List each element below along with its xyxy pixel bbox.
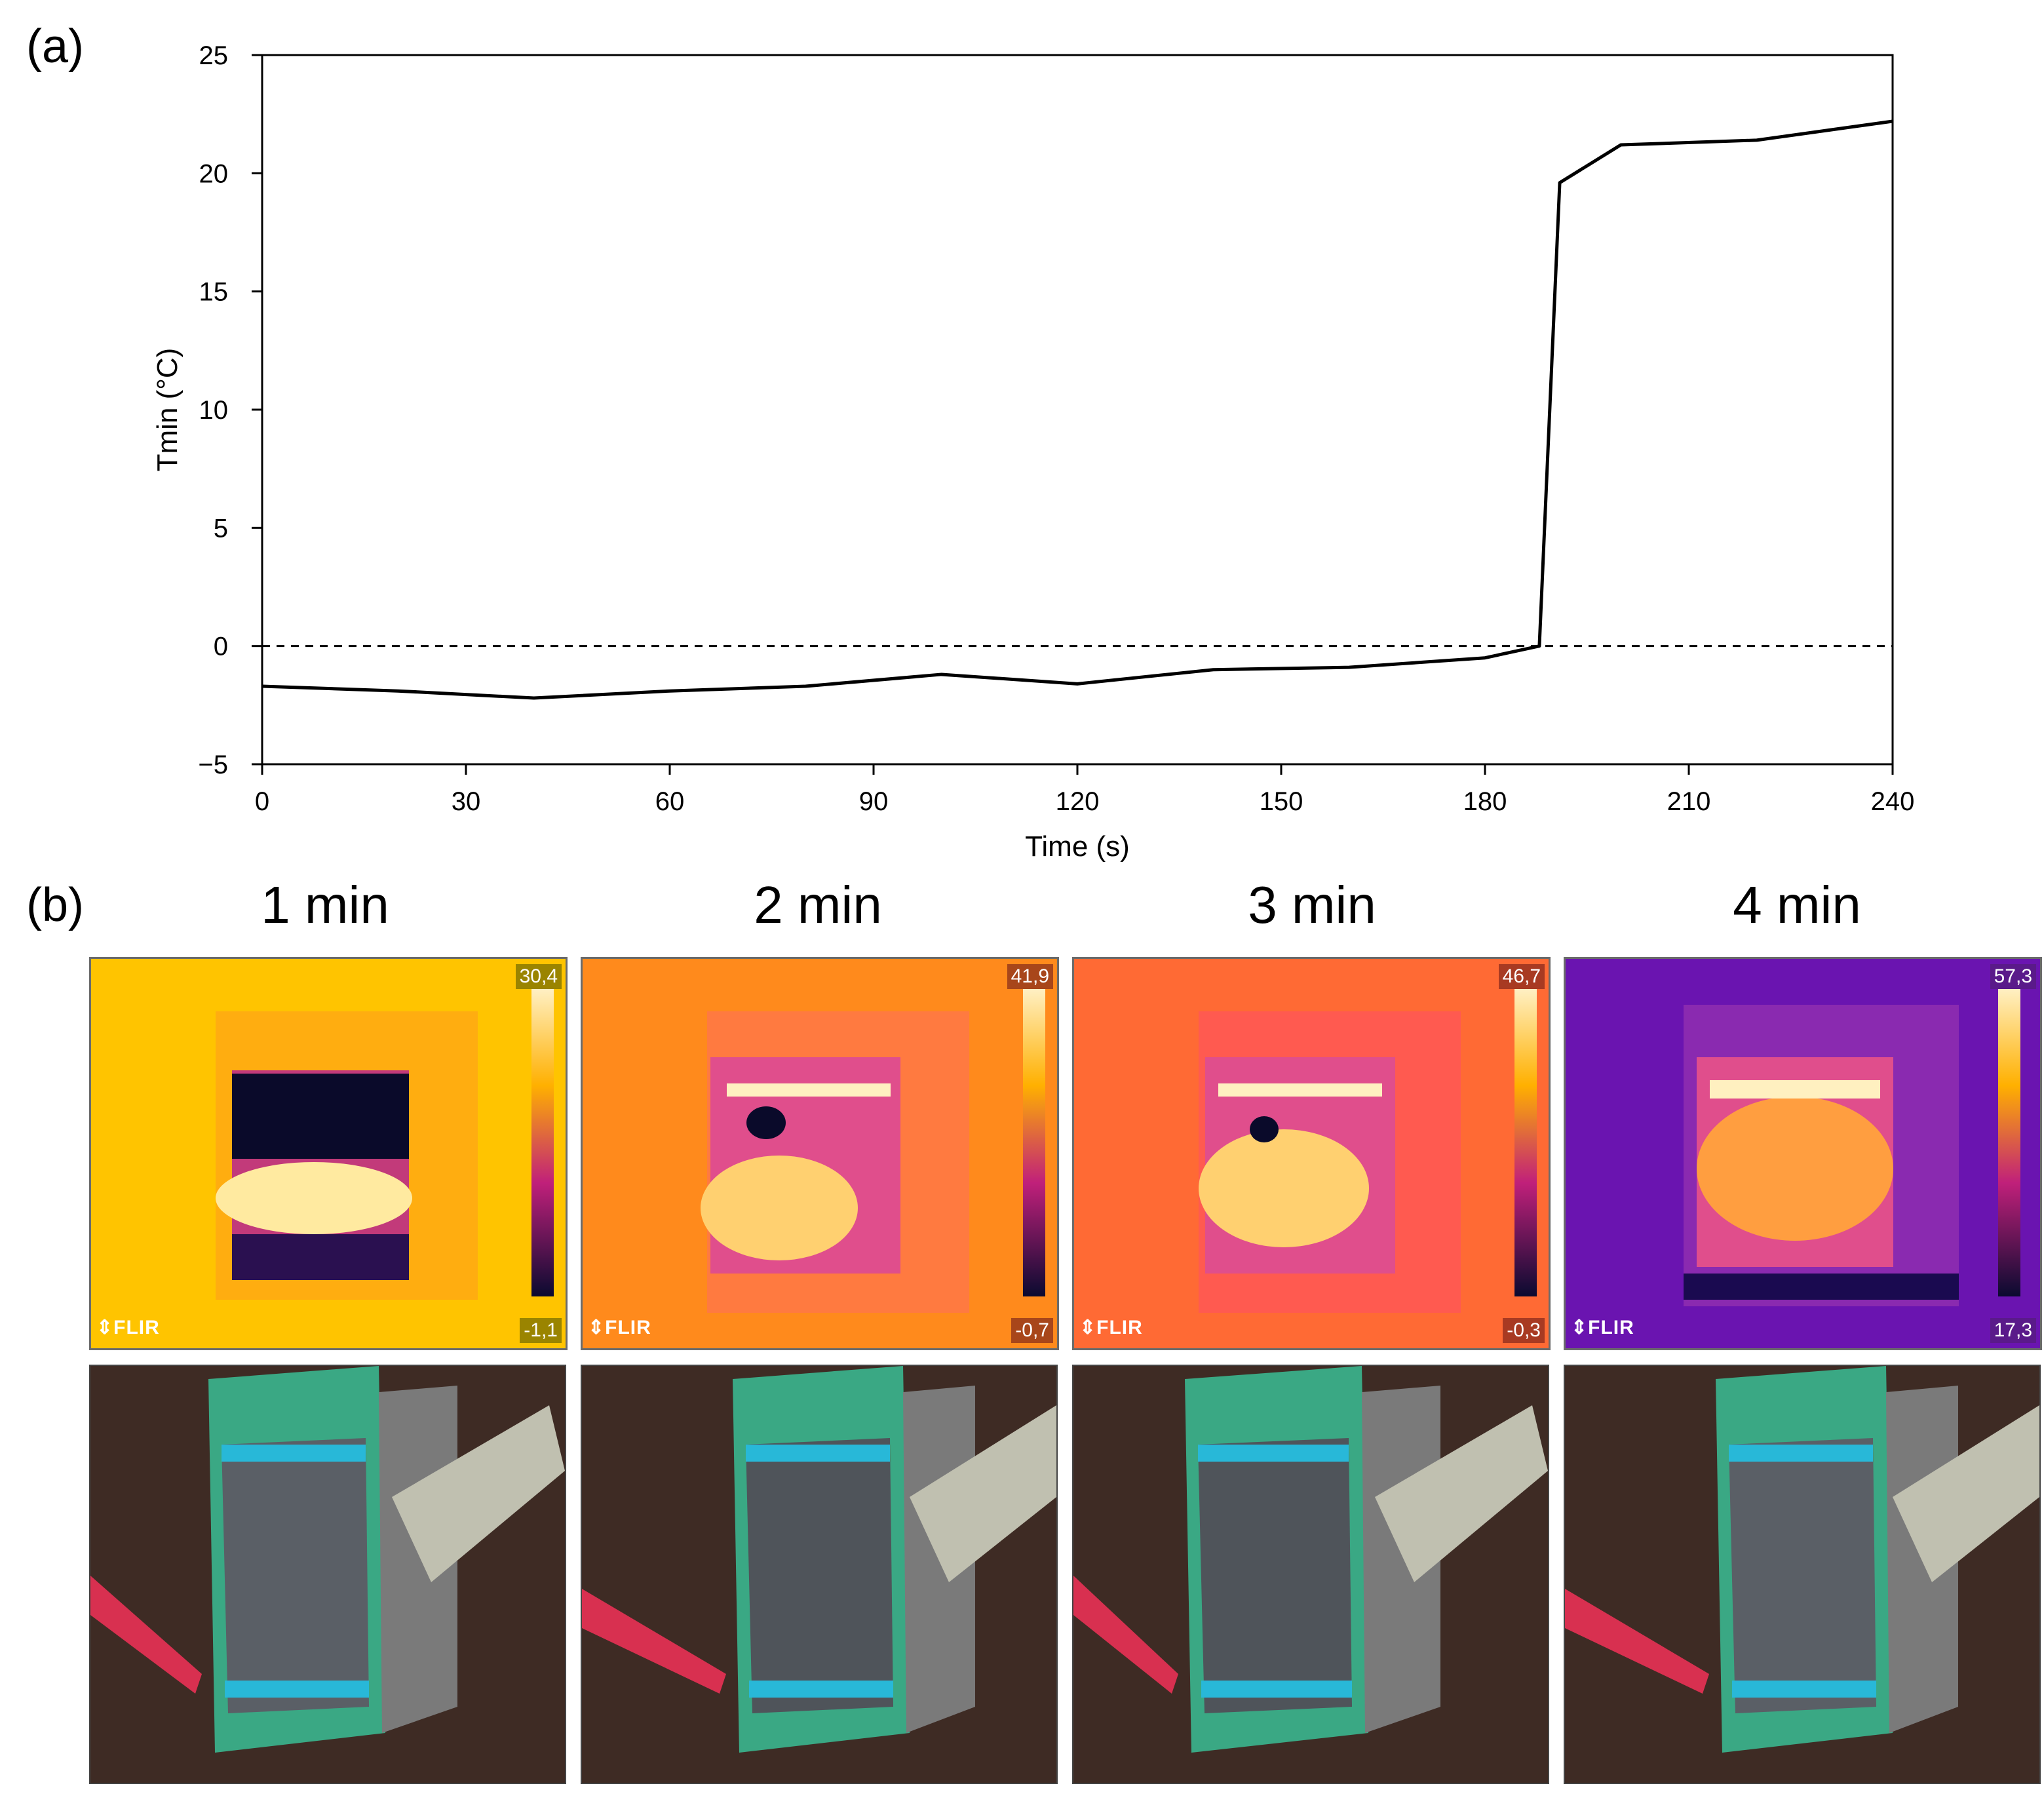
- thermal-scene-2: [701, 972, 1045, 1313]
- thermal-min-2: -0,7: [1011, 1318, 1053, 1343]
- device-photo-1: [89, 1365, 566, 1784]
- thermal-title-4: 4 min: [1733, 876, 1861, 934]
- series-line-tmin: [261, 119, 1893, 700]
- device-photo-scene-2: [582, 1366, 1056, 1753]
- device-photo-2: [581, 1365, 1058, 1784]
- x-tick-label: 240: [1871, 787, 1915, 816]
- device-photo-scene-1: [90, 1366, 565, 1753]
- x-tick-label: 0: [255, 787, 269, 816]
- y-tick-label: 15: [199, 278, 229, 307]
- y-tick-label: 5: [214, 514, 228, 543]
- x-axis-label: Time (s): [1025, 830, 1130, 863]
- thermal-title-3: 3 min: [1248, 876, 1376, 934]
- thermal-max-4: 57,3: [1990, 964, 2036, 989]
- thermal-max-2: 41,9: [1007, 964, 1053, 989]
- thermal-max-1: 30,4: [515, 964, 562, 989]
- x-tick-label: 90: [859, 787, 889, 816]
- y-tick-label: −5: [198, 750, 228, 779]
- panel-label-b: (b): [26, 879, 84, 931]
- thermal-scene-4: [1684, 972, 2020, 1306]
- flir-logo-4: ⇕FLIR: [1571, 1317, 1634, 1338]
- device-photo-3: [1072, 1365, 1549, 1784]
- thermal-title-1: 1 min: [261, 876, 389, 934]
- flir-logo-3: ⇕FLIR: [1079, 1317, 1143, 1338]
- line-chart: −5 0 5 10 15 20 25 0 30 60 90 120 150 180 210 240 Time (…: [151, 41, 1915, 863]
- device-photo-4: [1564, 1365, 2041, 1784]
- x-tick-label: 60: [655, 787, 685, 816]
- thermal-image-2: 41,9 -0,7 ⇕FLIR: [581, 957, 1059, 1350]
- x-tick-label: 150: [1260, 787, 1303, 816]
- y-tick-label: 0: [214, 632, 228, 661]
- thermal-max-3: 46,7: [1498, 964, 1545, 989]
- flir-logo-2: ⇕FLIR: [588, 1317, 651, 1338]
- thermal-scene-3: [1199, 972, 1537, 1313]
- thermal-min-1: -1,1: [520, 1318, 562, 1343]
- thermal-image-1: 30,4 -1,1 ⇕FLIR: [89, 957, 568, 1350]
- device-photo-scene-4: [1565, 1366, 2039, 1753]
- thermal-title-2: 2 min: [754, 876, 882, 934]
- thermal-scene-1: [216, 972, 554, 1300]
- x-tick-label: 30: [452, 787, 481, 816]
- thermal-image-4: 57,3 17,3 ⇕FLIR: [1564, 957, 2042, 1350]
- thermal-min-4: 17,3: [1990, 1318, 2036, 1343]
- x-tick-label: 210: [1667, 787, 1711, 816]
- plot-frame: [261, 54, 1894, 766]
- y-tick-label: 20: [199, 159, 229, 188]
- panel-label-a: (a): [26, 20, 84, 73]
- x-tick-label: 180: [1463, 787, 1507, 816]
- y-tick-label: 10: [199, 396, 229, 425]
- device-photo-scene-3: [1073, 1366, 1548, 1753]
- thermal-image-3: 46,7 -0,3 ⇕FLIR: [1072, 957, 1551, 1350]
- thermal-min-3: -0,3: [1503, 1318, 1545, 1343]
- flir-logo-1: ⇕FLIR: [96, 1317, 160, 1338]
- y-axis-label: Tmin (°C): [151, 348, 183, 472]
- y-tick-label: 25: [199, 41, 229, 70]
- x-tick-label: 120: [1056, 787, 1100, 816]
